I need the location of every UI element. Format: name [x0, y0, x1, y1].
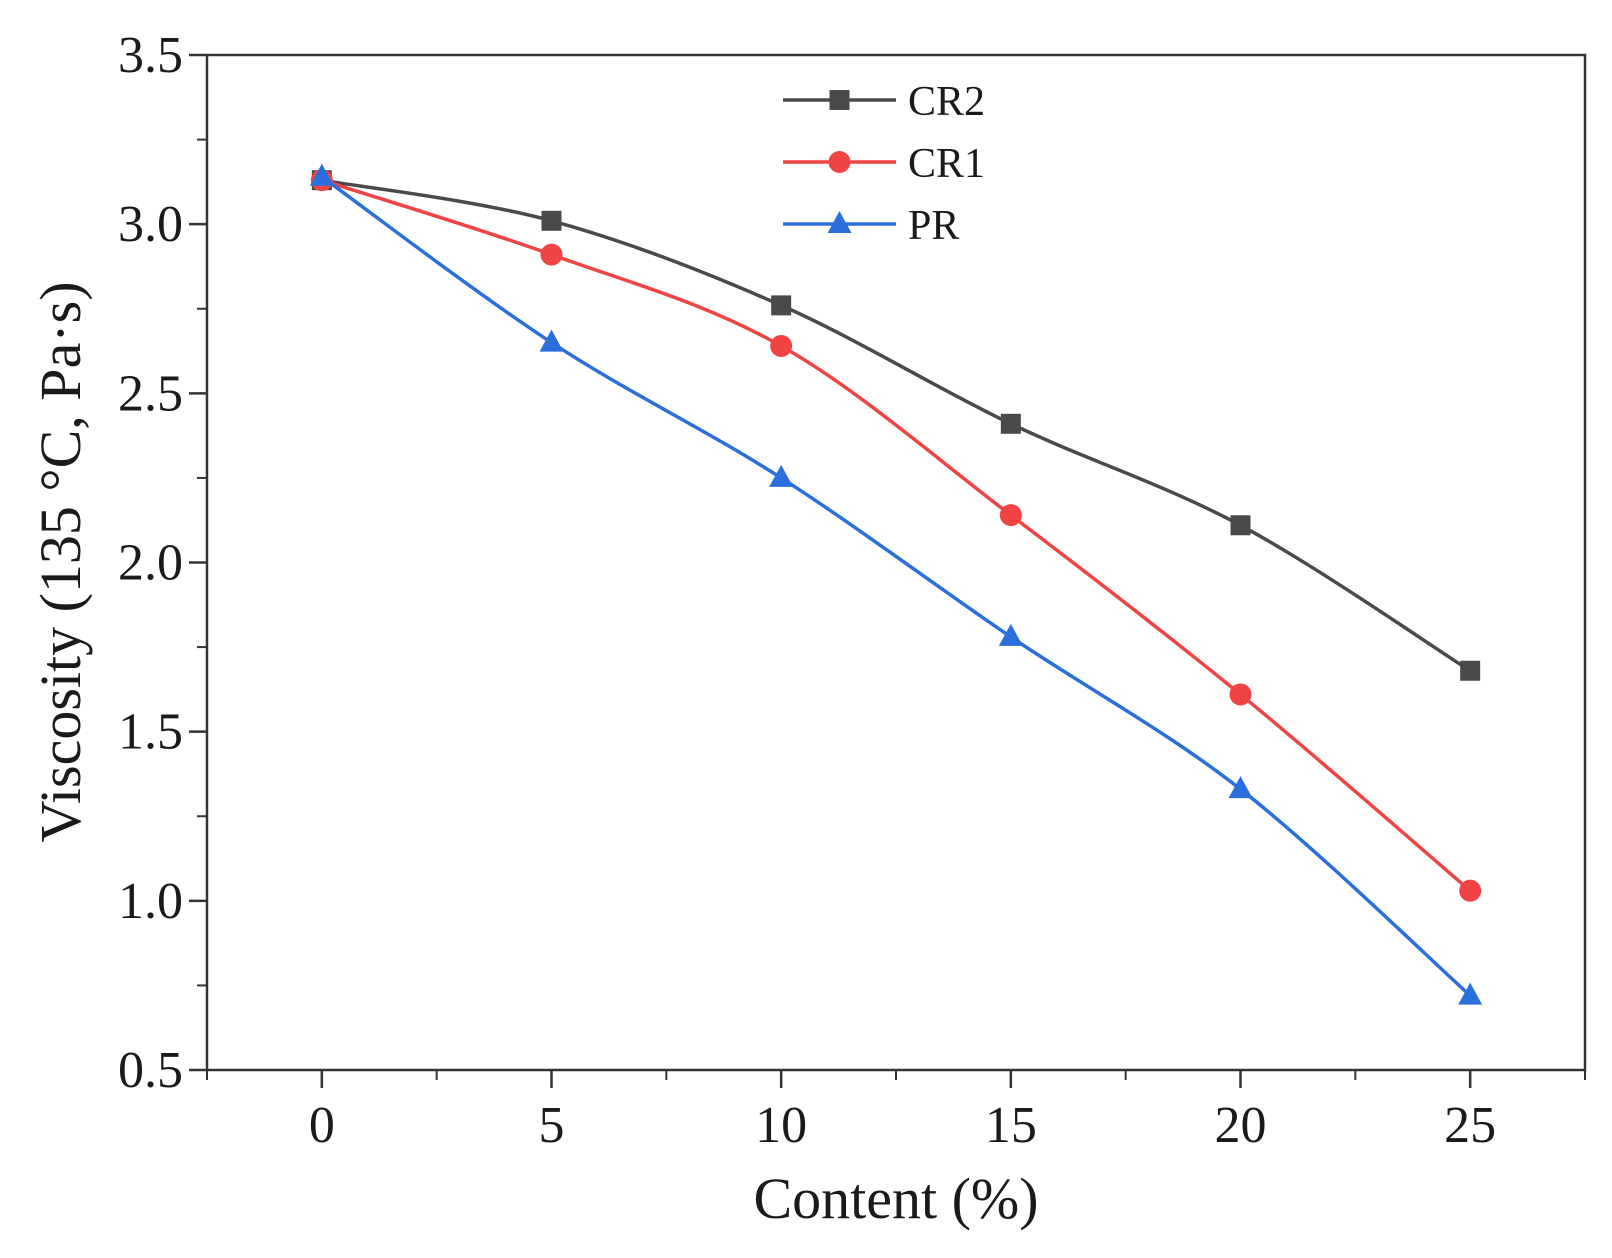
legend-label-cr2: CR2: [908, 79, 985, 125]
tick-labels: 0 5 10 15 20 25 0.5 1.0 1.5 2.0 2.5 3.0 3.5: [118, 27, 1496, 1154]
data-point-cr2: [771, 295, 792, 316]
data-point-cr2: [1460, 660, 1481, 681]
y-tick-label: 2.5: [118, 365, 183, 422]
y-tick-label: 1.0: [118, 873, 183, 930]
data-point-cr1: [1229, 683, 1252, 706]
data-point-cr1: [540, 243, 563, 266]
x-tick-label: 10: [755, 1097, 807, 1154]
y-tick-label: 3.5: [118, 27, 183, 84]
series-line-cr2: [321, 178, 1472, 673]
data-point-cr1: [999, 504, 1022, 527]
axis-ticks: [189, 53, 1586, 1088]
series-markers: [309, 163, 1483, 1005]
data-point-pr: [998, 623, 1023, 646]
legend-label-pr: PR: [908, 203, 959, 249]
y-axis-title: Viscosity (135 °C, Pa·s): [28, 281, 93, 842]
legend: CR2 CR1 PR: [783, 79, 985, 249]
data-point-pr: [309, 163, 334, 186]
legend-marker-cr1: [828, 151, 851, 173]
series-lines: [320, 175, 1472, 997]
series-line-pr: [320, 175, 1472, 997]
data-point-pr: [1228, 776, 1253, 799]
x-tick-label: 20: [1215, 1097, 1267, 1154]
data-point-pr: [769, 464, 794, 487]
y-tick-label: 0.5: [118, 1042, 183, 1099]
y-tick-label: 1.5: [118, 704, 183, 761]
data-point-cr2: [1000, 413, 1021, 434]
data-point-pr: [539, 329, 564, 352]
x-tick-label: 0: [309, 1097, 335, 1154]
legend-label-cr1: CR1: [908, 141, 985, 187]
y-tick-label: 2.0: [118, 535, 183, 592]
data-point-cr1: [1459, 879, 1482, 902]
data-point-cr2: [541, 210, 562, 231]
data-point-cr1: [770, 334, 793, 357]
series-line-cr1: [321, 178, 1472, 893]
y-tick-label: 3.0: [118, 196, 183, 253]
x-axis-title: Content (%): [753, 1166, 1038, 1231]
legend-marker-cr2: [829, 90, 850, 110]
data-point-cr2: [1230, 515, 1251, 536]
x-tick-label: 15: [985, 1097, 1037, 1154]
x-tick-label: 25: [1444, 1097, 1496, 1154]
x-tick-label: 5: [539, 1097, 565, 1154]
data-point-pr: [1458, 982, 1483, 1005]
legend-marker-pr: [827, 211, 852, 233]
